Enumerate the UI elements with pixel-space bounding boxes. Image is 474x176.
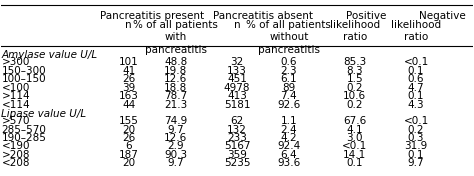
Text: 90.3: 90.3 [164, 150, 187, 160]
Text: 31.9: 31.9 [404, 141, 428, 151]
Text: >300: >300 [1, 58, 30, 67]
Text: <208: <208 [1, 158, 30, 168]
Text: likelihood
ratio: likelihood ratio [391, 20, 441, 42]
Text: 0.1: 0.1 [408, 66, 424, 76]
Text: 101: 101 [119, 58, 138, 67]
Text: likelihood
ratio: likelihood ratio [330, 20, 380, 42]
Text: Positive: Positive [346, 11, 387, 21]
Text: 92.4: 92.4 [277, 141, 301, 151]
Text: 0.3: 0.3 [408, 133, 424, 143]
Text: 2.3: 2.3 [281, 66, 297, 76]
Text: 32: 32 [230, 58, 244, 67]
Text: 74.9: 74.9 [164, 116, 187, 126]
Text: 0.2: 0.2 [346, 100, 363, 110]
Text: 62: 62 [230, 116, 244, 126]
Text: 89: 89 [282, 83, 295, 93]
Text: <0.1: <0.1 [403, 58, 428, 67]
Text: 93.6: 93.6 [277, 158, 301, 168]
Text: 20: 20 [122, 125, 135, 135]
Text: 26: 26 [122, 74, 135, 84]
Text: n: n [234, 20, 240, 30]
Text: 133: 133 [227, 66, 247, 76]
Text: 0.2: 0.2 [408, 125, 424, 135]
Text: 5181: 5181 [224, 100, 250, 110]
Text: Negative: Negative [419, 11, 465, 21]
Text: 2.9: 2.9 [167, 141, 184, 151]
Text: Amylase value U/L: Amylase value U/L [1, 51, 98, 61]
Text: >114: >114 [1, 91, 30, 101]
Text: 190–285: 190–285 [1, 133, 46, 143]
Text: 4.3: 4.3 [408, 100, 424, 110]
Text: 233: 233 [227, 133, 247, 143]
Text: 5235: 5235 [224, 158, 250, 168]
Text: 19.8: 19.8 [164, 66, 187, 76]
Text: % of all patients
without
pancreatitis: % of all patients without pancreatitis [246, 20, 331, 55]
Text: Pancreatitis absent: Pancreatitis absent [213, 11, 313, 21]
Text: 3.0: 3.0 [346, 133, 363, 143]
Text: 9.7: 9.7 [167, 158, 184, 168]
Text: 6.4: 6.4 [281, 150, 297, 160]
Text: 413: 413 [227, 91, 247, 101]
Text: 92.6: 92.6 [277, 100, 301, 110]
Text: 12.6: 12.6 [164, 133, 187, 143]
Text: 6: 6 [125, 141, 132, 151]
Text: 4.7: 4.7 [408, 83, 424, 93]
Text: <0.1: <0.1 [403, 116, 428, 126]
Text: 451: 451 [227, 74, 247, 84]
Text: >208: >208 [1, 150, 30, 160]
Text: <0.1: <0.1 [342, 141, 367, 151]
Text: 9.7: 9.7 [408, 158, 424, 168]
Text: 1.1: 1.1 [281, 116, 297, 126]
Text: 163: 163 [118, 91, 138, 101]
Text: 10.6: 10.6 [343, 91, 366, 101]
Text: 0.6: 0.6 [281, 58, 297, 67]
Text: 132: 132 [227, 125, 247, 135]
Text: 0.1: 0.1 [408, 91, 424, 101]
Text: 150–300: 150–300 [1, 66, 46, 76]
Text: 12.6: 12.6 [164, 74, 187, 84]
Text: 4.2: 4.2 [281, 133, 297, 143]
Text: 26: 26 [122, 133, 135, 143]
Text: 7.4: 7.4 [281, 91, 297, 101]
Text: 5167: 5167 [224, 141, 250, 151]
Text: 285–570: 285–570 [1, 125, 46, 135]
Text: 78.7: 78.7 [164, 91, 187, 101]
Text: 67.6: 67.6 [343, 116, 366, 126]
Text: % of all patients
with
pancreatitis: % of all patients with pancreatitis [133, 20, 218, 55]
Text: 1.5: 1.5 [346, 74, 363, 84]
Text: Lipase value U/L: Lipase value U/L [1, 109, 87, 119]
Text: <190: <190 [1, 141, 30, 151]
Text: 100–150: 100–150 [1, 74, 46, 84]
Text: 4.1: 4.1 [346, 125, 363, 135]
Text: Pancreatitis present: Pancreatitis present [100, 11, 204, 21]
Text: 48.8: 48.8 [164, 58, 187, 67]
Text: 14.1: 14.1 [343, 150, 366, 160]
Text: <100: <100 [1, 83, 30, 93]
Text: 0.1: 0.1 [346, 158, 363, 168]
Text: 4978: 4978 [224, 83, 250, 93]
Text: n: n [125, 20, 132, 30]
Text: 0.1: 0.1 [408, 150, 424, 160]
Text: 9.7: 9.7 [167, 125, 184, 135]
Text: <114: <114 [1, 100, 30, 110]
Text: 20: 20 [122, 158, 135, 168]
Text: 6.1: 6.1 [281, 74, 297, 84]
Text: 21.3: 21.3 [164, 100, 187, 110]
Text: 18.8: 18.8 [164, 83, 187, 93]
Text: 0.2: 0.2 [346, 83, 363, 93]
Text: 8.3: 8.3 [346, 66, 363, 76]
Text: 155: 155 [118, 116, 138, 126]
Text: 39: 39 [122, 83, 135, 93]
Text: 359: 359 [227, 150, 247, 160]
Text: 0.6: 0.6 [408, 74, 424, 84]
Text: 41: 41 [122, 66, 135, 76]
Text: 187: 187 [118, 150, 138, 160]
Text: >570: >570 [1, 116, 30, 126]
Text: 44: 44 [122, 100, 135, 110]
Text: 2.4: 2.4 [281, 125, 297, 135]
Text: 85.3: 85.3 [343, 58, 366, 67]
